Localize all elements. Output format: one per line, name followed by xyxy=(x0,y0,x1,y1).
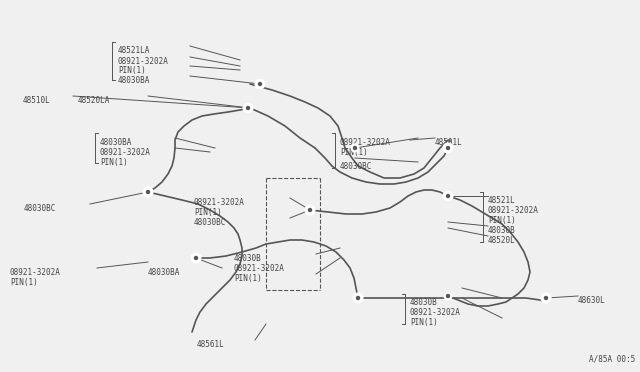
Circle shape xyxy=(447,295,449,298)
Text: 48561L: 48561L xyxy=(197,340,225,349)
Circle shape xyxy=(259,83,262,86)
Text: 08921-3202A: 08921-3202A xyxy=(10,268,61,277)
Text: PIN(1): PIN(1) xyxy=(10,278,38,287)
Text: PIN(1): PIN(1) xyxy=(100,158,128,167)
Circle shape xyxy=(541,293,551,303)
Text: 08921-3202A: 08921-3202A xyxy=(100,148,151,157)
Text: 48030BA: 48030BA xyxy=(100,138,132,147)
Text: 48501L: 48501L xyxy=(435,138,463,147)
Circle shape xyxy=(351,144,359,152)
Circle shape xyxy=(443,143,453,153)
Text: 48030BC: 48030BC xyxy=(24,204,56,213)
Circle shape xyxy=(147,190,150,193)
Text: 48520LA: 48520LA xyxy=(78,96,110,105)
Text: 48030BC: 48030BC xyxy=(194,218,227,227)
Text: 08921-3202A: 08921-3202A xyxy=(340,138,391,147)
Text: PIN(1): PIN(1) xyxy=(234,274,262,283)
Circle shape xyxy=(444,292,452,300)
Text: 08921-3202A: 08921-3202A xyxy=(410,308,461,317)
Text: 48520L: 48520L xyxy=(488,236,516,245)
Circle shape xyxy=(353,293,363,303)
Circle shape xyxy=(443,191,453,201)
Text: 48030BA: 48030BA xyxy=(118,76,150,85)
Text: 48521L: 48521L xyxy=(488,196,516,205)
Circle shape xyxy=(191,253,201,263)
Text: 48030B: 48030B xyxy=(410,298,438,307)
Text: 48030BA: 48030BA xyxy=(148,268,180,277)
Text: 48030B: 48030B xyxy=(234,254,262,263)
Circle shape xyxy=(447,147,449,150)
Circle shape xyxy=(195,257,198,260)
Text: PIN(1): PIN(1) xyxy=(410,318,438,327)
Text: A/85A 00:5: A/85A 00:5 xyxy=(589,355,635,364)
Circle shape xyxy=(353,147,356,150)
Text: 08921-3202A: 08921-3202A xyxy=(488,206,539,215)
Circle shape xyxy=(447,195,449,198)
Circle shape xyxy=(308,208,312,212)
Text: 08921-3202A: 08921-3202A xyxy=(234,264,285,273)
Circle shape xyxy=(143,187,153,197)
Circle shape xyxy=(356,296,360,299)
Text: 48521LA: 48521LA xyxy=(118,46,150,55)
Circle shape xyxy=(305,205,315,215)
Circle shape xyxy=(545,296,547,299)
Circle shape xyxy=(243,103,253,113)
Text: PIN(1): PIN(1) xyxy=(118,66,146,75)
Circle shape xyxy=(255,79,265,89)
Text: PIN(1): PIN(1) xyxy=(488,216,516,225)
Text: PIN(1): PIN(1) xyxy=(194,208,221,217)
Text: PIN(1): PIN(1) xyxy=(340,148,368,157)
Text: 48630L: 48630L xyxy=(578,296,605,305)
Circle shape xyxy=(246,106,250,109)
Text: 48030BC: 48030BC xyxy=(340,162,372,171)
Text: 08921-3202A: 08921-3202A xyxy=(194,198,245,207)
Text: 48510L: 48510L xyxy=(23,96,51,105)
Text: 48030B: 48030B xyxy=(488,226,516,235)
Text: 08921-3202A: 08921-3202A xyxy=(118,57,169,66)
